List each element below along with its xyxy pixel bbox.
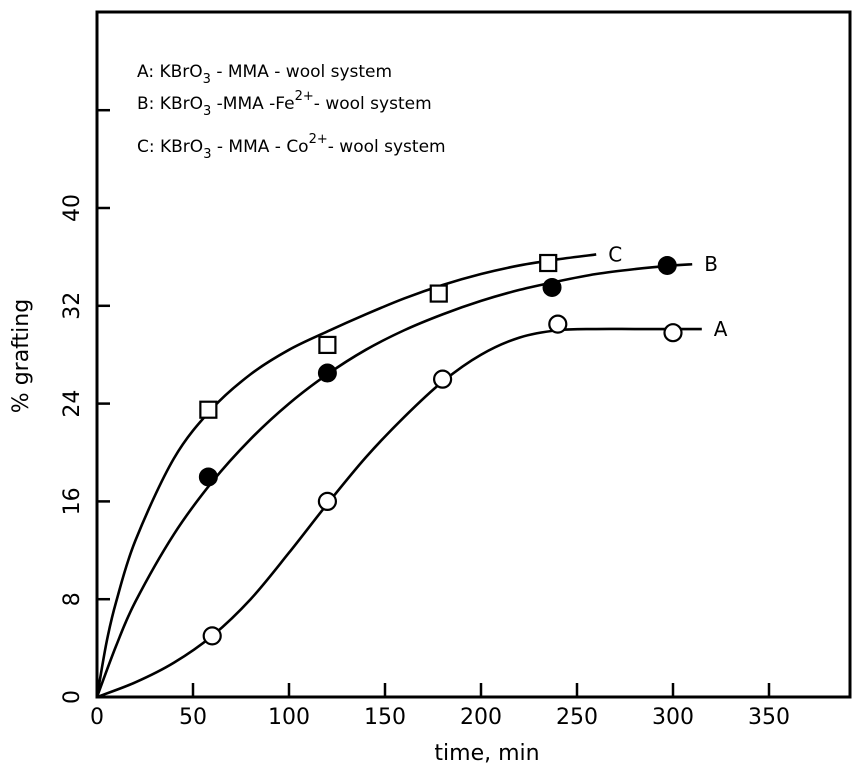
series-a-label: A bbox=[714, 317, 728, 341]
series-b-label: B bbox=[704, 252, 718, 276]
series-b-curve bbox=[95, 262, 693, 698]
y-tick-label: 40 bbox=[60, 194, 85, 222]
legend-entry-b: B: KBrO3 -MMA -Fe2+- wool system bbox=[137, 89, 432, 119]
y-tick-label: 24 bbox=[60, 390, 85, 418]
series-a-point bbox=[663, 323, 683, 343]
y-tick-label: 32 bbox=[60, 292, 85, 320]
x-tick-label: 100 bbox=[268, 705, 310, 730]
series-b-point bbox=[542, 277, 562, 297]
series-b-point bbox=[657, 255, 677, 275]
plot-frame bbox=[95, 10, 852, 699]
series-c-point bbox=[318, 335, 337, 355]
series-c-curve bbox=[95, 253, 597, 698]
y-tick-label: 0 bbox=[60, 690, 85, 704]
y-tick-label: 8 bbox=[60, 592, 85, 606]
series-a-point bbox=[433, 369, 453, 389]
y-axis-title: % grafting bbox=[9, 299, 34, 413]
legend-entry-c: C: KBrO3 - MMA - Co2+- wool system bbox=[137, 132, 446, 162]
x-tick-label: 200 bbox=[460, 705, 502, 730]
x-axis-title: time, min bbox=[434, 741, 539, 766]
series-c-point bbox=[199, 400, 218, 419]
series-c-point bbox=[429, 284, 448, 303]
x-tick-label: 350 bbox=[748, 705, 790, 730]
x-tick-label: 250 bbox=[556, 705, 598, 730]
series-a-point bbox=[548, 314, 568, 334]
series-a-curve bbox=[96, 327, 702, 699]
series-b-point bbox=[198, 467, 218, 487]
x-tick-label: 50 bbox=[179, 705, 207, 730]
series-c-label: C bbox=[608, 242, 622, 266]
x-tick-label: 0 bbox=[90, 705, 104, 730]
series-a-point bbox=[317, 491, 337, 511]
x-tick-label: 150 bbox=[364, 705, 406, 730]
series-a-point bbox=[202, 626, 222, 646]
legend-entry-a: A: KBrO3 - MMA - wool system bbox=[137, 62, 392, 87]
series-b-point bbox=[317, 363, 337, 383]
y-tick-label: 16 bbox=[60, 487, 85, 515]
x-tick-label: 300 bbox=[652, 705, 694, 730]
series-c-point bbox=[539, 253, 558, 273]
